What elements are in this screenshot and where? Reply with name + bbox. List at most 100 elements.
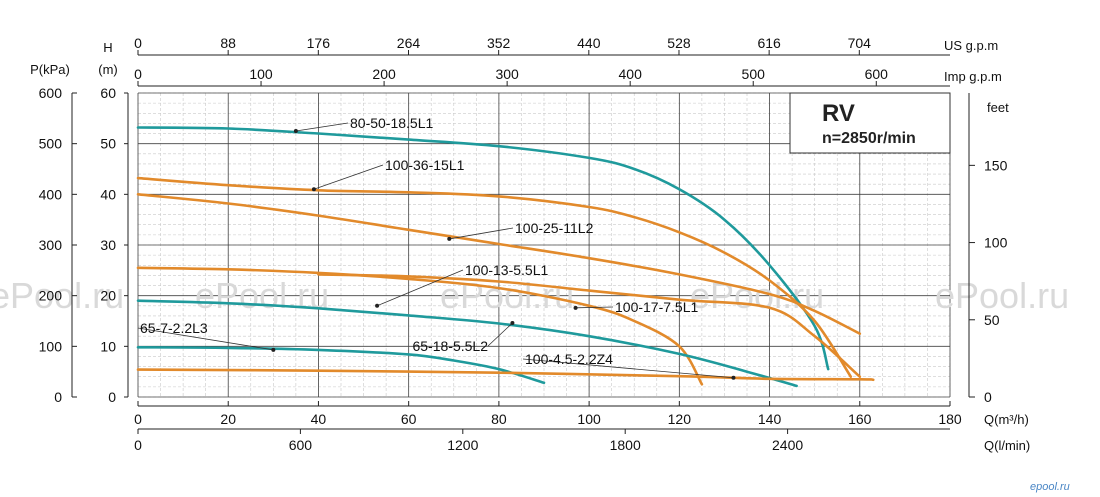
leader-line (522, 358, 734, 379)
pump-curves (136, 126, 875, 388)
curve-100-13-5.5L1 (136, 266, 704, 386)
leader-line (575, 306, 614, 309)
feet-tick-label: 50 (984, 312, 1000, 328)
ql-axis-label: Q(l/min) (984, 438, 1030, 453)
h-axis-unit: (m) (98, 62, 118, 77)
watermark-text: ePool.ru (935, 275, 1069, 316)
watermark-text: ePool.ru (195, 275, 329, 316)
watermark-text: ePool.ru (0, 275, 124, 316)
leader-line (313, 164, 384, 190)
impgpm-tick-label: 600 (865, 66, 889, 82)
leader-dot (271, 347, 276, 352)
usgpm-tick-label: 352 (487, 35, 511, 51)
h-axis-label: H (103, 40, 112, 55)
leader-dot (447, 236, 452, 241)
q-tick-label: 80 (491, 411, 507, 427)
h-tick-label: 60 (100, 85, 116, 101)
ql-tick-label: 1200 (447, 437, 478, 453)
chart-subtitle: n=2850r/min (822, 130, 916, 147)
usgpm-tick-label: 440 (577, 35, 601, 51)
usgpm-tick-label: 264 (397, 35, 421, 51)
q-tick-label: 40 (311, 411, 327, 427)
leader-dot (311, 187, 316, 192)
pressure-tick-label: 400 (39, 186, 63, 202)
ql-tick-label: 1800 (610, 437, 641, 453)
leader-line (295, 122, 349, 132)
h-tick-label: 0 (108, 389, 116, 405)
epool-logo: epool.ru (1030, 481, 1070, 493)
impgpm-axis-label: Imp g.p.m (944, 69, 1002, 84)
q-axis-label: Q(m³/h) (984, 412, 1029, 427)
pressure-tick-label: 500 (39, 136, 63, 152)
leader-line (137, 327, 274, 351)
h-tick-label: 10 (100, 338, 116, 354)
pressure-tick-label: 200 (39, 288, 63, 304)
q-tick-label: 180 (938, 411, 962, 427)
curve-65-7-2.2L3 (136, 346, 546, 385)
ql-tick-label: 0 (134, 437, 142, 453)
chart-title: RV (822, 100, 855, 127)
leader-dot (573, 305, 578, 310)
leader-dot (731, 375, 736, 380)
feet-tick-label: 150 (984, 157, 1008, 173)
curve-label: 100-17-7.5L1 (615, 299, 699, 315)
usgpm-tick-label: 88 (220, 35, 236, 51)
impgpm-tick-label: 400 (619, 66, 643, 82)
leader-line (487, 322, 513, 347)
q-tick-label: 20 (220, 411, 236, 427)
h-tick-label: 50 (100, 136, 116, 152)
q-tick-label: 60 (401, 411, 417, 427)
curve-labels: 80-50-18.5L1 100-36-15L1 100-25-11L2 100-13… (137, 115, 736, 380)
h-tick-label: 20 (100, 288, 116, 304)
leader-dot (375, 303, 380, 308)
pressure-tick-label: 0 (54, 389, 62, 405)
leader-dot (510, 321, 515, 326)
curve-65-18-5.5L2 (136, 299, 798, 388)
curve-100-17-7.5L1 (317, 273, 862, 378)
pressure-tick-label: 100 (39, 338, 63, 354)
leader-dot (293, 129, 298, 133)
ql-tick-label: 2400 (772, 437, 803, 453)
usgpm-tick-label: 176 (307, 35, 331, 51)
curve-100-25-11L2 (136, 193, 862, 335)
q-tick-label: 160 (848, 411, 872, 427)
usgpm-tick-label: 528 (667, 35, 691, 51)
ql-tick-label: 600 (289, 437, 313, 453)
curve-label: 65-7-2.2L3 (140, 320, 208, 336)
usgpm-tick-label: 704 (848, 35, 872, 51)
usgpm-tick-label: 0 (134, 35, 142, 51)
curve-label: 100-13-5.5L1 (465, 262, 549, 278)
curve-label: 100-4.5-2.2Z4 (525, 351, 613, 367)
watermark-layer: ePool.ru ePool.ru ePool.ru ePool.ru ePool.ru (0, 275, 1069, 316)
q-tick-label: 100 (577, 411, 601, 427)
curve-label: 100-36-15L1 (385, 157, 465, 173)
pressure-tick-label: 600 (39, 85, 63, 101)
impgpm-tick-label: 100 (249, 66, 273, 82)
usgpm-axis-label: US g.p.m (944, 38, 998, 53)
title-box: RV n=2850r/min (789, 92, 951, 154)
h-tick-label: 40 (100, 186, 116, 202)
q-tick-label: 140 (758, 411, 782, 427)
q-tick-label: 0 (134, 411, 142, 427)
impgpm-tick-label: 300 (495, 66, 519, 82)
impgpm-tick-label: 0 (134, 66, 142, 82)
impgpm-tick-label: 200 (372, 66, 396, 82)
q-tick-label: 120 (668, 411, 692, 427)
curve-label: 100-25-11L2 (515, 220, 594, 236)
pressure-axis-label: P(kPa) (30, 62, 70, 77)
leader-line (376, 269, 464, 307)
leader-line (449, 227, 514, 240)
curve-label: 80-50-18.5L1 (350, 115, 434, 131)
feet-tick-label: 0 (984, 389, 992, 405)
feet-axis-label: feet (987, 100, 1009, 115)
pressure-tick-label: 300 (39, 237, 63, 253)
chart-axes: 0102030405060H(m)0100200300400500600P(kP… (30, 35, 1030, 453)
h-tick-label: 30 (100, 237, 116, 253)
curve-100-4.5-2.2Z4 (136, 368, 875, 382)
feet-tick-label: 100 (984, 235, 1008, 251)
curve-100-36-15L1 (136, 176, 853, 378)
impgpm-tick-label: 500 (742, 66, 766, 82)
curve-label: 65-18-5.5L2 (412, 338, 488, 354)
usgpm-tick-label: 616 (757, 35, 781, 51)
